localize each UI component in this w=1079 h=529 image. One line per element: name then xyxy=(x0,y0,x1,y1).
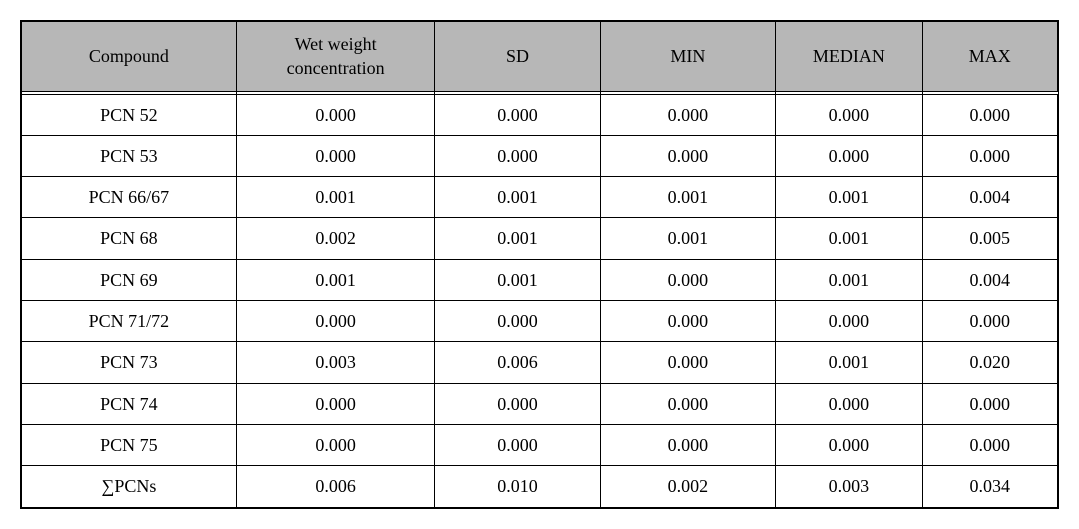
cell-sd: 0.001 xyxy=(435,218,600,259)
cell-sd: 0.000 xyxy=(435,94,600,135)
cell-max: 0.034 xyxy=(922,466,1058,508)
table-header-row: CompoundWet weightconcentrationSDMINMEDI… xyxy=(21,21,1058,91)
cell-max: 0.000 xyxy=(922,135,1058,176)
col-header-3: MIN xyxy=(600,21,776,91)
cell-min: 0.000 xyxy=(600,301,776,342)
col-header-1: Wet weightconcentration xyxy=(236,21,435,91)
table-row: PCN 66/670.0010.0010.0010.0010.004 xyxy=(21,177,1058,218)
cell-min: 0.001 xyxy=(600,218,776,259)
cell-max: 0.020 xyxy=(922,342,1058,383)
cell-compound: PCN 75 xyxy=(21,424,236,465)
cell-compound: PCN 69 xyxy=(21,259,236,300)
cell-median: 0.000 xyxy=(776,301,922,342)
cell-min: 0.000 xyxy=(600,259,776,300)
table-row: PCN 520.0000.0000.0000.0000.000 xyxy=(21,94,1058,135)
cell-wwc: 0.000 xyxy=(236,94,435,135)
col-header-2: SD xyxy=(435,21,600,91)
cell-min: 0.000 xyxy=(600,342,776,383)
cell-compound: PCN 68 xyxy=(21,218,236,259)
cell-max: 0.004 xyxy=(922,259,1058,300)
cell-min: 0.000 xyxy=(600,383,776,424)
cell-compound: PCN 71/72 xyxy=(21,301,236,342)
cell-wwc: 0.000 xyxy=(236,135,435,176)
cell-median: 0.001 xyxy=(776,342,922,383)
table-row: PCN 690.0010.0010.0000.0010.004 xyxy=(21,259,1058,300)
cell-wwc: 0.000 xyxy=(236,424,435,465)
cell-compound: ∑PCNs xyxy=(21,466,236,508)
cell-max: 0.000 xyxy=(922,383,1058,424)
cell-wwc: 0.002 xyxy=(236,218,435,259)
cell-max: 0.005 xyxy=(922,218,1058,259)
cell-median: 0.003 xyxy=(776,466,922,508)
col-header-0: Compound xyxy=(21,21,236,91)
cell-median: 0.000 xyxy=(776,94,922,135)
table-row: PCN 740.0000.0000.0000.0000.000 xyxy=(21,383,1058,424)
cell-median: 0.001 xyxy=(776,177,922,218)
cell-wwc: 0.000 xyxy=(236,301,435,342)
table-row: PCN 530.0000.0000.0000.0000.000 xyxy=(21,135,1058,176)
cell-sd: 0.000 xyxy=(435,135,600,176)
cell-compound: PCN 66/67 xyxy=(21,177,236,218)
cell-min: 0.000 xyxy=(600,94,776,135)
table-row: PCN 730.0030.0060.0000.0010.020 xyxy=(21,342,1058,383)
table-row: ∑PCNs0.0060.0100.0020.0030.034 xyxy=(21,466,1058,508)
cell-wwc: 0.006 xyxy=(236,466,435,508)
cell-sd: 0.006 xyxy=(435,342,600,383)
cell-median: 0.000 xyxy=(776,383,922,424)
cell-sd: 0.000 xyxy=(435,301,600,342)
cell-wwc: 0.001 xyxy=(236,177,435,218)
cell-wwc: 0.001 xyxy=(236,259,435,300)
table-row: PCN 750.0000.0000.0000.0000.000 xyxy=(21,424,1058,465)
cell-min: 0.002 xyxy=(600,466,776,508)
cell-min: 0.001 xyxy=(600,177,776,218)
col-header-5: MAX xyxy=(922,21,1058,91)
cell-compound: PCN 52 xyxy=(21,94,236,135)
cell-min: 0.000 xyxy=(600,135,776,176)
cell-max: 0.000 xyxy=(922,301,1058,342)
cell-median: 0.000 xyxy=(776,135,922,176)
table-row: PCN 680.0020.0010.0010.0010.005 xyxy=(21,218,1058,259)
cell-min: 0.000 xyxy=(600,424,776,465)
pcn-table: CompoundWet weightconcentrationSDMINMEDI… xyxy=(20,20,1059,509)
cell-median: 0.001 xyxy=(776,218,922,259)
cell-compound: PCN 73 xyxy=(21,342,236,383)
cell-median: 0.001 xyxy=(776,259,922,300)
cell-sd: 0.000 xyxy=(435,383,600,424)
cell-sd: 0.001 xyxy=(435,259,600,300)
cell-wwc: 0.000 xyxy=(236,383,435,424)
col-header-4: MEDIAN xyxy=(776,21,922,91)
cell-sd: 0.010 xyxy=(435,466,600,508)
cell-compound: PCN 53 xyxy=(21,135,236,176)
cell-median: 0.000 xyxy=(776,424,922,465)
cell-max: 0.000 xyxy=(922,424,1058,465)
cell-wwc: 0.003 xyxy=(236,342,435,383)
cell-sd: 0.001 xyxy=(435,177,600,218)
pcn-table-container: CompoundWet weightconcentrationSDMINMEDI… xyxy=(20,20,1059,509)
table-row: PCN 71/720.0000.0000.0000.0000.000 xyxy=(21,301,1058,342)
cell-sd: 0.000 xyxy=(435,424,600,465)
cell-max: 0.000 xyxy=(922,94,1058,135)
cell-compound: PCN 74 xyxy=(21,383,236,424)
cell-max: 0.004 xyxy=(922,177,1058,218)
